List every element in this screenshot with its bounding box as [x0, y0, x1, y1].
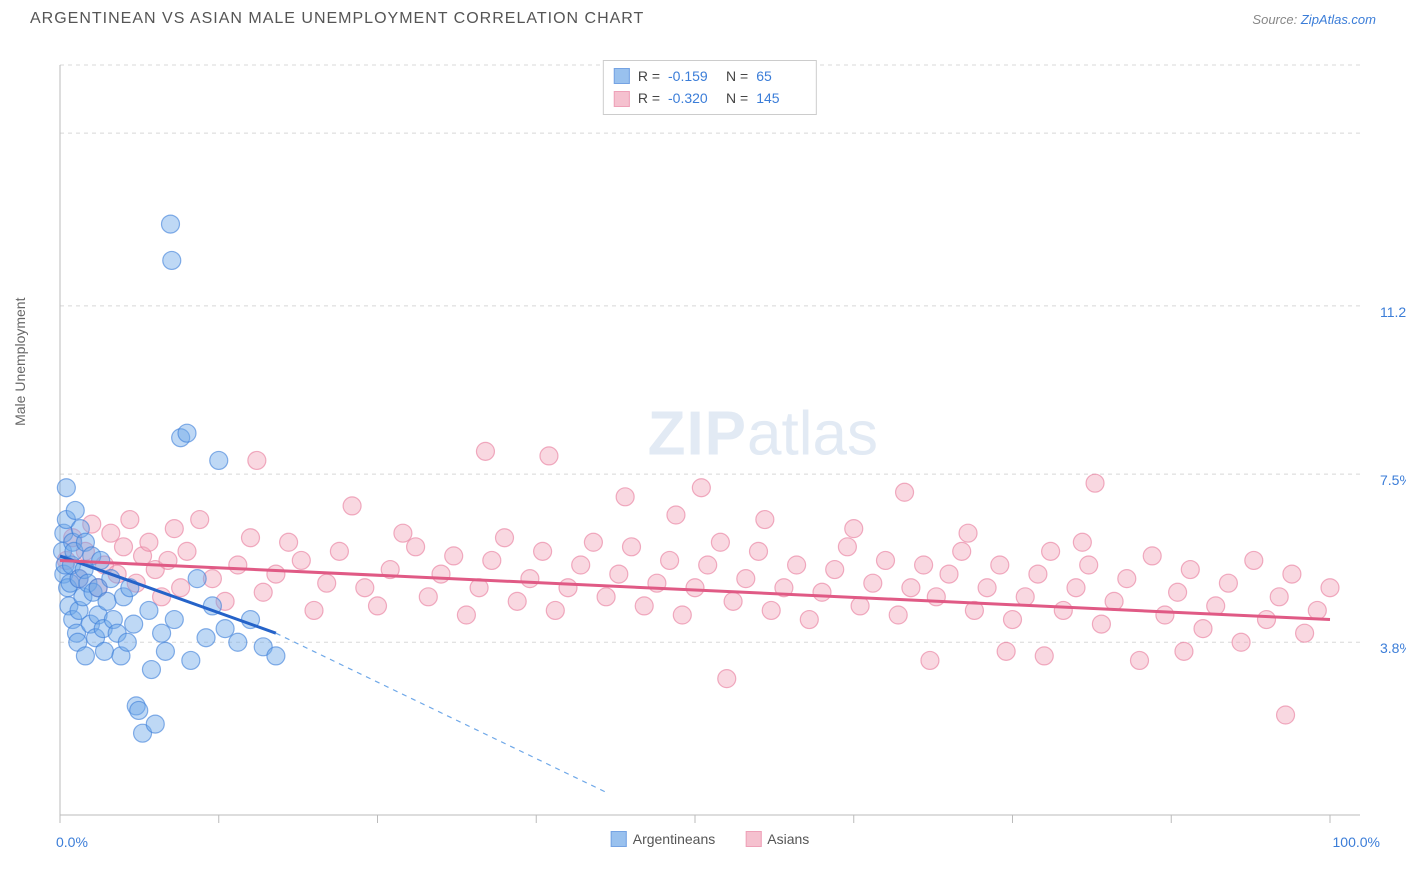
legend-item-asians: Asians — [745, 831, 809, 847]
n-value-asians: 145 — [756, 87, 806, 109]
n-value-argentineans: 65 — [756, 65, 806, 87]
x-tick-min: 0.0% — [56, 834, 88, 850]
n-label: N = — [726, 87, 748, 109]
r-value-asians: -0.320 — [668, 87, 718, 109]
series-label-argentineans: Argentineans — [633, 831, 716, 847]
correlation-legend: R = -0.159 N = 65 R = -0.320 N = 145 — [603, 60, 817, 115]
legend-row-asians: R = -0.320 N = 145 — [614, 87, 806, 109]
r-label: R = — [638, 87, 660, 109]
swatch-asians — [614, 91, 630, 107]
r-label: R = — [638, 65, 660, 87]
series-legend: Argentineans Asians — [611, 831, 810, 847]
chart-title: ARGENTINEAN VS ASIAN MALE UNEMPLOYMENT C… — [30, 10, 644, 28]
source-attribution: Source: ZipAtlas.com — [1252, 12, 1376, 27]
source-link[interactable]: ZipAtlas.com — [1301, 12, 1376, 27]
y-tick-label: 7.5% — [1380, 472, 1406, 488]
y-axis-label: Male Unemployment — [12, 298, 28, 426]
swatch-argentineans — [614, 68, 630, 84]
r-value-argentineans: -0.159 — [668, 65, 718, 87]
y-tick-label: 11.2% — [1380, 304, 1406, 320]
chart-container: Male Unemployment ZIPatlas R = -0.159 N … — [50, 55, 1370, 845]
source-label: Source: — [1252, 12, 1297, 27]
scatter-plot — [50, 55, 1370, 845]
legend-item-argentineans: Argentineans — [611, 831, 716, 847]
chart-header: ARGENTINEAN VS ASIAN MALE UNEMPLOYMENT C… — [0, 0, 1406, 33]
y-tick-label: 3.8% — [1380, 640, 1406, 656]
x-tick-max: 100.0% — [1333, 834, 1380, 850]
swatch-asians-icon — [745, 831, 761, 847]
swatch-argentineans-icon — [611, 831, 627, 847]
legend-row-argentineans: R = -0.159 N = 65 — [614, 65, 806, 87]
n-label: N = — [726, 65, 748, 87]
series-label-asians: Asians — [767, 831, 809, 847]
